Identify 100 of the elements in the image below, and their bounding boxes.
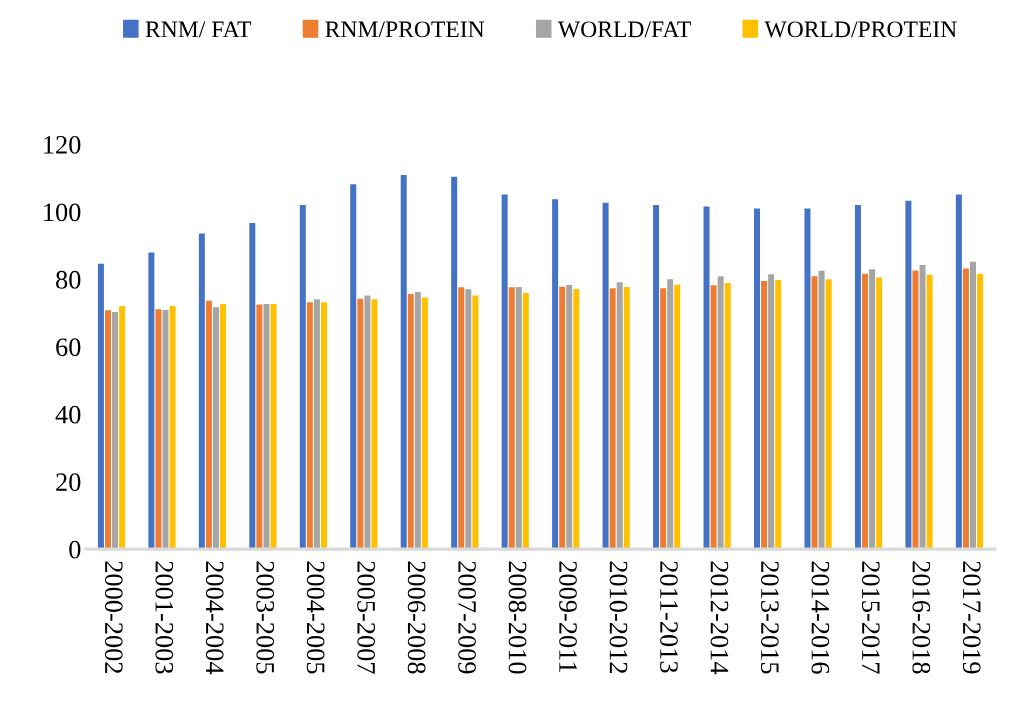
y-tick-label: 40 — [55, 405, 81, 424]
legend-label: RNM/ FAT — [145, 21, 252, 38]
bar — [465, 289, 472, 550]
x-tick-label: 2017-2019 — [962, 561, 981, 674]
x-tick-label: 2005-2007 — [357, 561, 376, 674]
bar — [299, 205, 306, 550]
x-tick-label: 2003-2005 — [256, 561, 275, 674]
legend-label: RNM/PROTEIN — [325, 21, 485, 38]
bar — [357, 298, 364, 550]
bar — [371, 299, 378, 550]
bar — [703, 206, 710, 550]
bar — [400, 175, 407, 550]
bar — [768, 274, 775, 550]
bar — [249, 222, 256, 550]
x-tick-label: 2013-2015 — [760, 561, 779, 674]
bar — [169, 305, 176, 550]
bar — [775, 279, 782, 550]
bar — [508, 287, 515, 550]
bar — [602, 202, 609, 550]
bar — [970, 261, 976, 550]
bar — [104, 310, 111, 550]
bar — [220, 304, 227, 550]
bar — [270, 303, 277, 550]
bar — [414, 292, 421, 550]
x-tick-label: 2014-2016 — [811, 561, 830, 674]
x-tick-label: 2007-2009 — [458, 561, 476, 674]
bar — [162, 309, 169, 550]
bar — [501, 194, 508, 550]
bar — [148, 252, 155, 550]
x-tick-label: 2000-2002 — [104, 561, 123, 674]
bar — [112, 311, 119, 550]
legend-label: WORLD/PROTEIN — [764, 21, 957, 38]
y-tick-label: 100 — [44, 203, 81, 222]
bar — [955, 194, 962, 550]
bar — [198, 233, 205, 550]
bar — [552, 199, 559, 550]
bar — [919, 265, 926, 550]
y-tick-label: 80 — [56, 270, 81, 289]
bar — [905, 200, 912, 550]
y-tick-label: 20 — [56, 473, 81, 492]
x-tick-label: 2004-2005 — [306, 561, 325, 674]
x-tick-label: 2016-2018 — [912, 561, 931, 674]
bar — [451, 176, 458, 550]
bar — [97, 263, 104, 550]
bar — [825, 279, 832, 550]
bar — [515, 287, 522, 550]
bar — [306, 302, 313, 550]
bar — [876, 277, 883, 550]
x-tick-label: 2001-2003 — [155, 561, 174, 674]
bar — [977, 273, 984, 550]
bar — [522, 293, 529, 550]
bar — [761, 280, 768, 550]
bar — [407, 294, 414, 550]
x-tick-label: 2012-2014 — [710, 561, 729, 675]
bar — [962, 268, 969, 550]
y-tick-label: 120 — [44, 135, 81, 154]
bar — [559, 286, 566, 550]
bar — [155, 309, 162, 550]
x-tick-label: 2015-2017 — [861, 561, 880, 674]
bar — [667, 279, 674, 550]
bar — [912, 270, 919, 550]
y-tick-label: 60 — [56, 338, 81, 357]
bar — [818, 270, 825, 550]
x-tick-label: 2011-2013 — [660, 561, 678, 673]
bar — [320, 302, 327, 550]
x-tick-label: 2008-2010 — [508, 561, 527, 674]
bar — [609, 288, 616, 550]
bar — [854, 205, 861, 550]
bar — [660, 288, 667, 550]
bar — [205, 300, 212, 550]
bar — [472, 295, 479, 550]
bar — [616, 282, 623, 550]
bar — [566, 284, 573, 550]
bar — [212, 307, 219, 550]
bar — [364, 295, 371, 550]
bar — [674, 284, 681, 550]
bar — [256, 304, 263, 550]
y-tick-label: 0 — [69, 540, 81, 559]
bar — [717, 276, 724, 550]
bar — [724, 282, 731, 550]
bar — [458, 287, 465, 550]
bar — [119, 305, 126, 550]
bar — [263, 303, 270, 550]
bar — [753, 208, 760, 550]
bar — [811, 276, 818, 550]
bar — [421, 297, 428, 550]
bar — [861, 273, 868, 550]
x-tick-label: 2004-2004 — [205, 561, 224, 675]
bar — [350, 184, 357, 550]
bar — [623, 287, 630, 550]
bar — [573, 289, 580, 550]
bar — [869, 269, 876, 550]
x-tick-label: 2010-2012 — [609, 561, 628, 674]
legend-label: WORLD/FAT — [557, 21, 691, 38]
bar — [313, 299, 320, 550]
x-tick-label: 2006-2008 — [407, 561, 426, 674]
bar — [926, 274, 933, 550]
bar — [710, 285, 717, 550]
x-tick-label: 2009-2011 — [559, 561, 577, 672]
bar — [804, 208, 811, 550]
